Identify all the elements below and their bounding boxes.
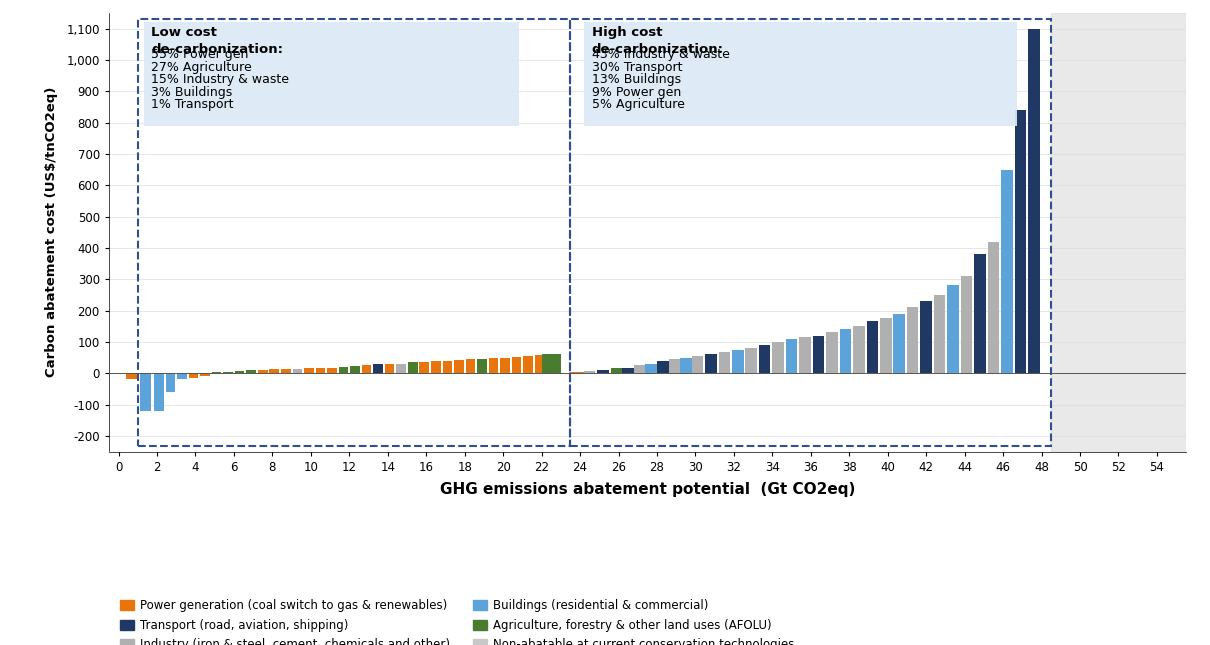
Bar: [512, 357, 522, 373]
Bar: [893, 313, 905, 373]
Bar: [680, 357, 692, 373]
Bar: [634, 365, 645, 373]
Bar: [154, 373, 163, 411]
Bar: [235, 371, 244, 373]
Bar: [921, 301, 932, 373]
Bar: [1015, 110, 1026, 373]
Bar: [719, 352, 730, 373]
Bar: [645, 364, 657, 373]
Bar: [785, 339, 797, 373]
Bar: [745, 348, 757, 373]
X-axis label: GHG emissions abatement potential  (Gt CO2eq): GHG emissions abatement potential (Gt CO…: [439, 482, 855, 497]
Bar: [339, 367, 348, 373]
Bar: [420, 362, 430, 373]
Bar: [853, 326, 865, 373]
Bar: [584, 371, 595, 373]
Bar: [397, 364, 407, 373]
Bar: [189, 373, 198, 378]
Bar: [362, 365, 371, 373]
Bar: [987, 242, 999, 373]
Text: 30% Transport: 30% Transport: [592, 61, 682, 74]
Bar: [443, 361, 453, 373]
Bar: [705, 354, 716, 373]
Bar: [1028, 28, 1039, 373]
Bar: [293, 369, 302, 373]
Bar: [500, 357, 509, 373]
Bar: [489, 358, 499, 373]
Bar: [800, 337, 811, 373]
Bar: [247, 370, 257, 373]
Text: 3% Buildings: 3% Buildings: [151, 86, 232, 99]
Bar: [454, 360, 463, 373]
Bar: [569, 372, 584, 373]
FancyBboxPatch shape: [584, 23, 1016, 126]
Text: 55% Power gen: 55% Power gen: [151, 48, 248, 61]
Bar: [126, 373, 138, 379]
Bar: [1001, 170, 1013, 373]
Bar: [908, 308, 918, 373]
Bar: [813, 335, 824, 373]
Bar: [466, 359, 476, 373]
Bar: [668, 359, 680, 373]
Y-axis label: Carbon abatement cost (US$/tnCO2eq): Carbon abatement cost (US$/tnCO2eq): [45, 87, 58, 377]
Bar: [304, 368, 313, 373]
Bar: [431, 361, 440, 373]
Text: Low cost
de-carbonization:: Low cost de-carbonization:: [151, 26, 283, 56]
Bar: [961, 276, 973, 373]
Text: 1% Transport: 1% Transport: [151, 98, 234, 111]
Bar: [759, 345, 771, 373]
Bar: [866, 321, 878, 373]
Text: High cost
de-carbonization:: High cost de-carbonization:: [592, 26, 724, 56]
FancyBboxPatch shape: [144, 23, 519, 126]
Bar: [270, 370, 280, 373]
Text: 13% Buildings: 13% Buildings: [592, 73, 681, 86]
Bar: [166, 373, 175, 392]
Bar: [374, 364, 382, 373]
Bar: [212, 372, 221, 373]
Bar: [258, 370, 267, 373]
Bar: [947, 286, 958, 373]
Bar: [622, 368, 634, 373]
Bar: [1051, 13, 1186, 451]
Bar: [139, 373, 151, 411]
Bar: [692, 356, 703, 373]
Text: 43% Industry & waste: 43% Industry & waste: [592, 48, 730, 61]
Bar: [281, 370, 290, 373]
Bar: [598, 370, 609, 373]
Bar: [316, 368, 325, 373]
Bar: [611, 368, 622, 373]
Bar: [772, 342, 784, 373]
Bar: [177, 373, 186, 379]
Bar: [477, 359, 486, 373]
Bar: [732, 350, 743, 373]
Bar: [200, 373, 209, 376]
Bar: [934, 295, 945, 373]
Text: 9% Power gen: 9% Power gen: [592, 86, 681, 99]
Bar: [542, 354, 560, 373]
Bar: [974, 254, 986, 373]
Legend: Power generation (coal switch to gas & renewables), Transport (road, aviation, s: Power generation (coal switch to gas & r…: [115, 595, 800, 645]
Bar: [523, 356, 532, 373]
Bar: [535, 355, 545, 373]
Bar: [385, 364, 394, 373]
Text: 5% Agriculture: 5% Agriculture: [592, 98, 685, 111]
Bar: [826, 332, 837, 373]
Bar: [350, 366, 359, 373]
Bar: [408, 362, 417, 373]
Bar: [880, 319, 892, 373]
Bar: [327, 368, 336, 373]
Text: 15% Industry & waste: 15% Industry & waste: [151, 73, 289, 86]
Bar: [840, 330, 851, 373]
Bar: [224, 372, 234, 373]
Bar: [657, 361, 668, 373]
Text: 27% Agriculture: 27% Agriculture: [151, 61, 252, 74]
